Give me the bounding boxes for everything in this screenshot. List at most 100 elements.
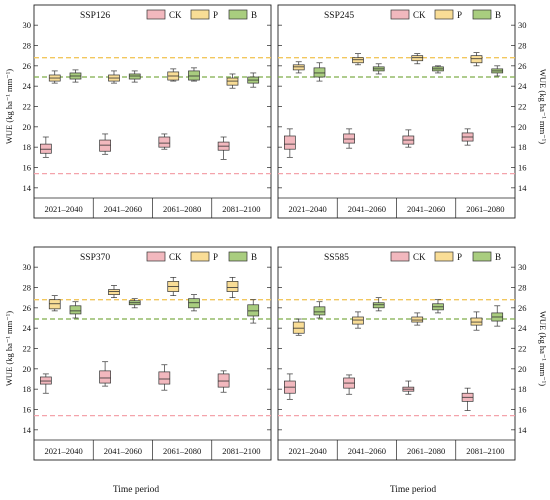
box-b bbox=[432, 299, 444, 314]
panel-ssp245: 2021–2040 2041–2060 2041–2060 2061–2080 14 16… bbox=[277, 4, 548, 219]
panel-ss585: 2021–2040 2041–2060 2061–2080 2081–2100 14 16… bbox=[277, 246, 548, 461]
category-label: 2021–2040 bbox=[289, 204, 327, 214]
legend-swatch bbox=[434, 9, 454, 20]
box-p bbox=[470, 52, 483, 67]
legend-swatch bbox=[390, 9, 410, 20]
legend-item-b: B bbox=[472, 9, 501, 20]
legend-item-b: B bbox=[228, 251, 257, 262]
category-label: 2061–2080 bbox=[163, 446, 201, 456]
legend-item-p: P bbox=[434, 251, 462, 262]
y-tick-label: 20 bbox=[23, 122, 32, 132]
y-tick-label: 20 bbox=[518, 364, 527, 374]
box-body bbox=[108, 289, 120, 295]
y-axis-title: WUE (kg ha⁻¹ mm⁻¹) bbox=[4, 69, 14, 144]
y-tick-label: 24 bbox=[23, 323, 32, 333]
y-tick-label: 22 bbox=[518, 344, 527, 354]
legend-swatch bbox=[190, 251, 210, 262]
legend-swatch bbox=[228, 251, 248, 262]
box-p bbox=[352, 311, 364, 329]
box-p bbox=[352, 53, 364, 66]
legend-item-b: B bbox=[228, 9, 257, 20]
box-p bbox=[167, 276, 180, 296]
box-ck bbox=[461, 387, 474, 411]
plot-frame bbox=[277, 246, 516, 461]
y-tick-label: 18 bbox=[518, 384, 527, 394]
y-tick-label: 22 bbox=[23, 102, 32, 112]
box-body bbox=[313, 306, 326, 316]
category-label: 2041–2060 bbox=[348, 204, 386, 214]
y-tick-label: 28 bbox=[518, 41, 527, 51]
box-b bbox=[372, 297, 385, 312]
y-tick-label: 24 bbox=[518, 323, 527, 333]
y-tick-label: 30 bbox=[23, 20, 32, 30]
legend-label: CK bbox=[413, 10, 426, 20]
box-body bbox=[217, 373, 230, 388]
legend-swatch bbox=[190, 9, 210, 20]
box-b bbox=[69, 301, 82, 319]
y-tick-label: 14 bbox=[518, 183, 527, 193]
box-p bbox=[226, 276, 239, 299]
y-tick-label: 20 bbox=[518, 122, 527, 132]
category-label: 2021–2040 bbox=[45, 204, 83, 214]
legend-swatch bbox=[228, 9, 248, 20]
box-ck bbox=[284, 373, 296, 400]
legend-label: B bbox=[495, 252, 501, 262]
y-tick-label: 26 bbox=[23, 303, 32, 313]
y-tick-label: 28 bbox=[23, 283, 32, 293]
box-p bbox=[108, 70, 120, 84]
box-body bbox=[313, 67, 326, 78]
box-body bbox=[284, 135, 296, 150]
box-ck bbox=[217, 370, 230, 393]
y-tick-label: 28 bbox=[518, 283, 527, 293]
box-ck bbox=[39, 373, 52, 394]
plot-frame bbox=[277, 4, 516, 219]
box-b bbox=[128, 70, 141, 83]
box-ck bbox=[343, 128, 355, 149]
box-p bbox=[167, 68, 180, 82]
box-b bbox=[128, 298, 141, 309]
category-label: 2061–2080 bbox=[163, 204, 201, 214]
panel-ssp370: 2021–2040 2041–2060 2061–2080 2081–2100 14 16… bbox=[4, 246, 272, 461]
box-b bbox=[188, 67, 200, 82]
legend-label: CK bbox=[169, 252, 182, 262]
box-body bbox=[99, 370, 111, 384]
box-ck bbox=[158, 133, 171, 150]
box-p bbox=[292, 61, 305, 74]
y-tick-label: 18 bbox=[23, 142, 32, 152]
y-tick-label: 16 bbox=[23, 163, 32, 173]
category-label: 2021–2040 bbox=[45, 446, 83, 456]
box-ck bbox=[39, 136, 52, 158]
y-tick-label: 30 bbox=[518, 20, 527, 30]
y-axis-title: WUE (kg ha⁻¹ mm⁻¹) bbox=[4, 311, 14, 386]
panel-title: SSP126 bbox=[80, 11, 110, 21]
y-tick-label: 18 bbox=[518, 142, 527, 152]
box-p bbox=[48, 295, 61, 312]
box-b bbox=[188, 294, 200, 312]
box-body bbox=[411, 55, 424, 62]
box-p bbox=[292, 318, 305, 336]
panels: 2021–2040 2041–2060 2061–2080 2081–2100 14 16… bbox=[4, 4, 548, 461]
box-body bbox=[188, 298, 200, 309]
box-p bbox=[226, 73, 239, 89]
box-body bbox=[352, 316, 364, 325]
box-b bbox=[491, 65, 504, 77]
box-ck bbox=[284, 128, 296, 158]
box-body bbox=[99, 139, 111, 152]
box-body bbox=[128, 73, 141, 80]
category-label: 2061–2080 bbox=[466, 204, 504, 214]
panel-title: SS585 bbox=[324, 253, 349, 263]
box-b bbox=[313, 301, 326, 319]
legend-label: P bbox=[457, 10, 462, 20]
legend-swatch bbox=[434, 251, 454, 262]
box-ck bbox=[402, 129, 415, 148]
y-tick-label: 14 bbox=[23, 183, 32, 193]
y-tick-label: 30 bbox=[518, 262, 527, 272]
legend-swatch bbox=[146, 251, 166, 262]
panel-ssp126: 2021–2040 2041–2060 2061–2080 2081–2100 14 16… bbox=[4, 4, 272, 219]
legend-item-ck: CK bbox=[146, 9, 182, 20]
legend-item-p: P bbox=[190, 9, 218, 20]
category-label: 2041–2060 bbox=[104, 204, 142, 214]
y-axis-title: WUE (kg ha⁻¹ mm⁻¹) bbox=[538, 311, 548, 386]
box-body bbox=[470, 55, 483, 64]
